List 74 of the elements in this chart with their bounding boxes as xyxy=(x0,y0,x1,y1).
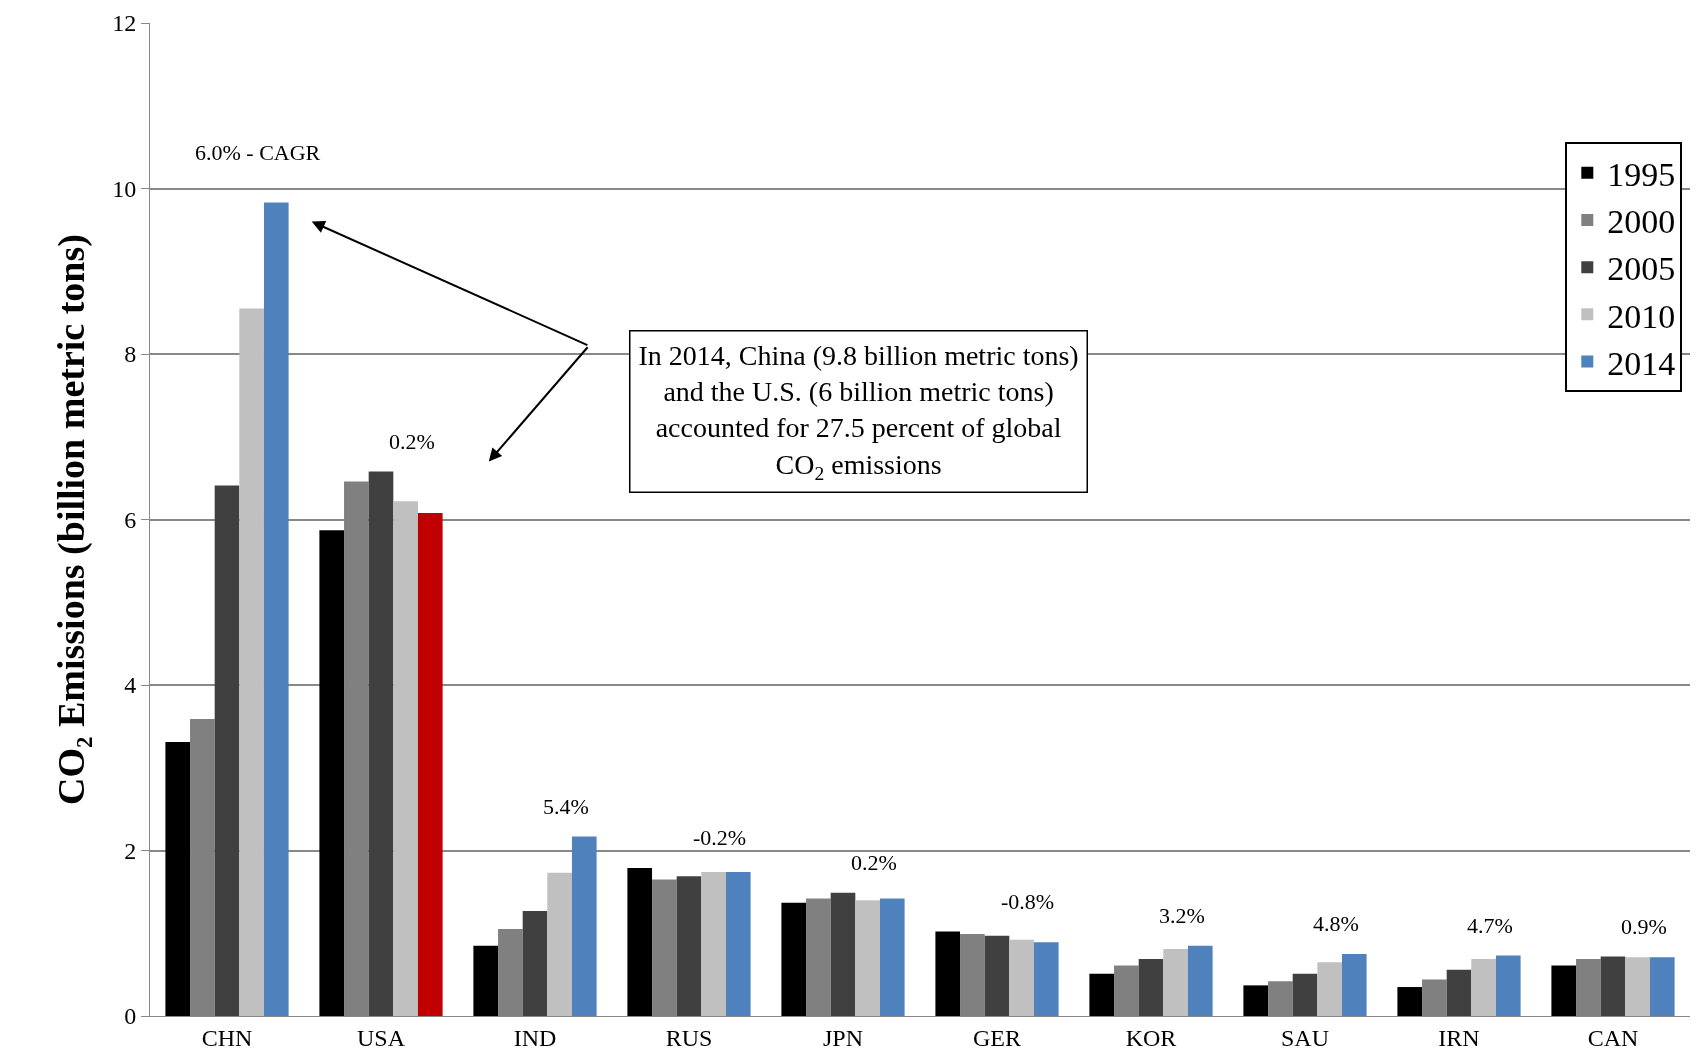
legend-label: 1995 xyxy=(1607,156,1676,194)
y-tick-label: 8 xyxy=(124,341,137,368)
bar xyxy=(1649,957,1675,1016)
annotation: 3.2% xyxy=(1159,903,1205,928)
bar xyxy=(1446,969,1472,1016)
y-tick-label: 2 xyxy=(124,837,137,864)
annotation: 0.9% xyxy=(1621,914,1667,939)
bar xyxy=(1138,958,1164,1016)
annotation: 5.4% xyxy=(543,794,589,819)
bar xyxy=(239,308,264,1016)
bar xyxy=(547,872,572,1016)
annotation: 4.8% xyxy=(1313,911,1359,936)
bar xyxy=(165,742,191,1016)
x-tick-label: USA xyxy=(356,1024,406,1051)
bar xyxy=(781,902,807,1016)
bar xyxy=(1471,958,1496,1016)
bar xyxy=(1600,956,1626,1016)
annotation: 4.7% xyxy=(1467,913,1513,938)
annotation: 6.0% - CAGR xyxy=(195,140,321,165)
x-tick-label: GER xyxy=(973,1024,1021,1051)
bar xyxy=(263,202,289,1016)
legend-label: 2000 xyxy=(1607,203,1676,241)
bar xyxy=(1009,939,1034,1016)
x-tick-label: SAU xyxy=(1280,1024,1330,1051)
legend-label: 2005 xyxy=(1607,250,1676,288)
bar xyxy=(879,898,905,1016)
bar xyxy=(571,836,597,1016)
y-tick-label: 0 xyxy=(124,1003,137,1030)
bar xyxy=(1033,942,1059,1016)
bar xyxy=(627,867,653,1016)
bar xyxy=(1243,985,1269,1016)
bar xyxy=(830,892,856,1016)
bar xyxy=(1163,948,1188,1016)
bar xyxy=(935,931,961,1016)
bar xyxy=(984,935,1010,1016)
bar xyxy=(417,512,443,1016)
bar xyxy=(855,900,880,1016)
bar xyxy=(473,945,499,1016)
x-tick-label: IRN xyxy=(1438,1024,1480,1051)
annotation: 0.2% xyxy=(389,429,435,454)
bar xyxy=(1341,953,1367,1016)
annotation: In 2014, China (9.8 billion metric tons) and the U.S. (6 billion metric tons) accounted for 27.5 percent of global CO$_{2}$ emissions xyxy=(638,339,1079,484)
bar xyxy=(368,471,394,1016)
legend-label: 2014 xyxy=(1607,344,1676,382)
y-tick-label: 10 xyxy=(112,175,137,202)
annotation: 0.2% xyxy=(851,850,897,875)
bar xyxy=(522,910,548,1016)
bar xyxy=(319,530,345,1016)
bar xyxy=(1625,957,1650,1016)
bar xyxy=(1397,987,1423,1016)
bar xyxy=(393,501,418,1016)
y-tick-label: 6 xyxy=(124,506,137,533)
x-tick-label: CHN xyxy=(201,1024,253,1051)
legend-label: 2010 xyxy=(1607,297,1676,335)
x-tick-label: CAN xyxy=(1587,1024,1639,1051)
bar xyxy=(1089,973,1115,1016)
x-tick-label: JPN xyxy=(822,1024,864,1051)
y-tick-label: 4 xyxy=(124,672,137,699)
bar xyxy=(1187,945,1213,1016)
bar xyxy=(725,872,751,1016)
bar xyxy=(1551,965,1577,1016)
annotation: -0.2% xyxy=(693,825,747,850)
bar xyxy=(676,876,702,1016)
x-tick-label: RUS xyxy=(665,1024,713,1051)
x-tick-label: KOR xyxy=(1125,1024,1177,1051)
y-axis-title: CO₂ Emissions (billion metric tons) xyxy=(50,234,94,805)
x-tick-label: IND xyxy=(513,1024,557,1051)
y-tick-label: 12 xyxy=(112,10,137,37)
bar xyxy=(1317,962,1342,1016)
bar xyxy=(1495,955,1521,1016)
bar xyxy=(701,872,726,1016)
annotation: -0.8% xyxy=(1001,889,1055,914)
bar xyxy=(1292,973,1318,1016)
bar xyxy=(214,485,240,1016)
